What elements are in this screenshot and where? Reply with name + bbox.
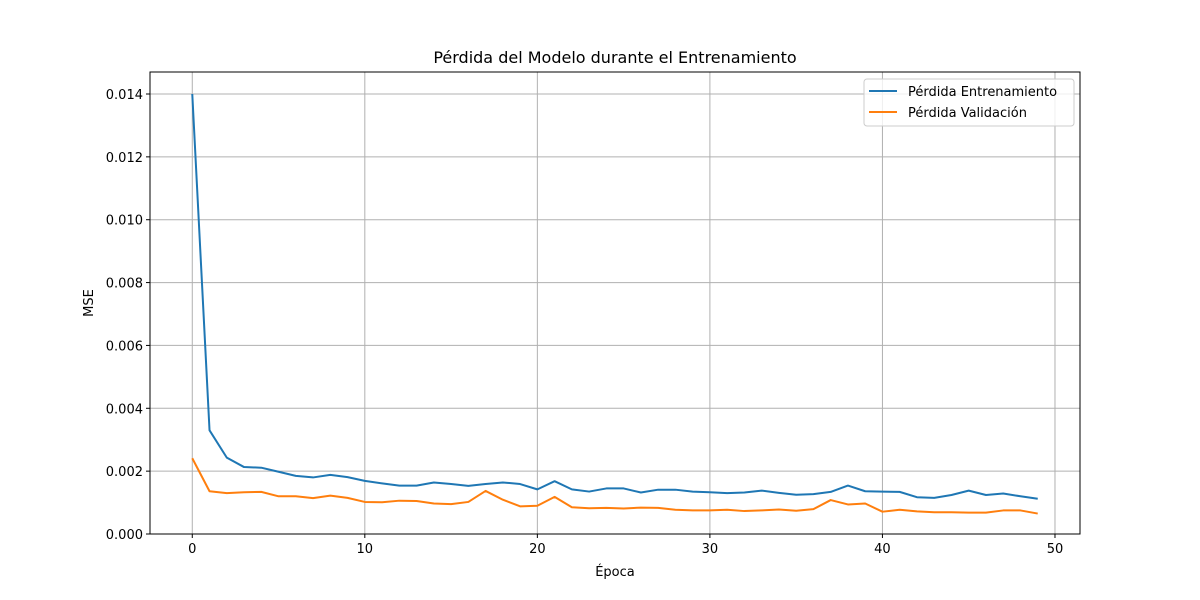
y-tick-label: 0.006 — [106, 339, 143, 354]
chart-title: Pérdida del Modelo durante el Entrenamie… — [433, 48, 796, 67]
x-tick-label: 40 — [874, 542, 891, 557]
plot-frame — [149, 71, 1081, 535]
grid-lines — [150, 72, 1080, 535]
legend: Pérdida Entrenamiento Pérdida Validación — [863, 78, 1075, 127]
series-line-1 — [191, 93, 1038, 500]
y-tick-label: 0.010 — [106, 214, 143, 229]
x-tick-label: 30 — [702, 542, 719, 557]
x-tick-label: 20 — [529, 542, 546, 557]
y-tick-label: 0.014 — [106, 88, 143, 103]
y-axis-title: MSE — [82, 289, 97, 317]
legend-label-2: Pérdida Validación — [908, 106, 1027, 121]
y-tick-label: 0.008 — [106, 277, 143, 292]
x-tick-label: 50 — [1047, 542, 1064, 557]
series-line-2 — [191, 457, 1038, 515]
x-tick-label: 0 — [188, 542, 196, 557]
y-tick-label: 0.000 — [106, 528, 143, 543]
x-axis: 0 10 20 30 40 50 — [188, 534, 1063, 557]
legend-box — [863, 78, 1075, 127]
y-axis: 0.000 0.002 0.004 0.006 0.008 0.010 0.012 0.014 — [106, 88, 150, 543]
y-tick-label: 0.002 — [106, 465, 143, 480]
series-lines — [191, 93, 1038, 515]
x-axis-title: Época — [595, 564, 635, 580]
y-tick-label: 0.012 — [106, 151, 143, 166]
y-tick-label: 0.004 — [106, 402, 143, 417]
x-tick-label: 10 — [357, 542, 374, 557]
legend-label-1: Pérdida Entrenamiento — [908, 85, 1057, 100]
